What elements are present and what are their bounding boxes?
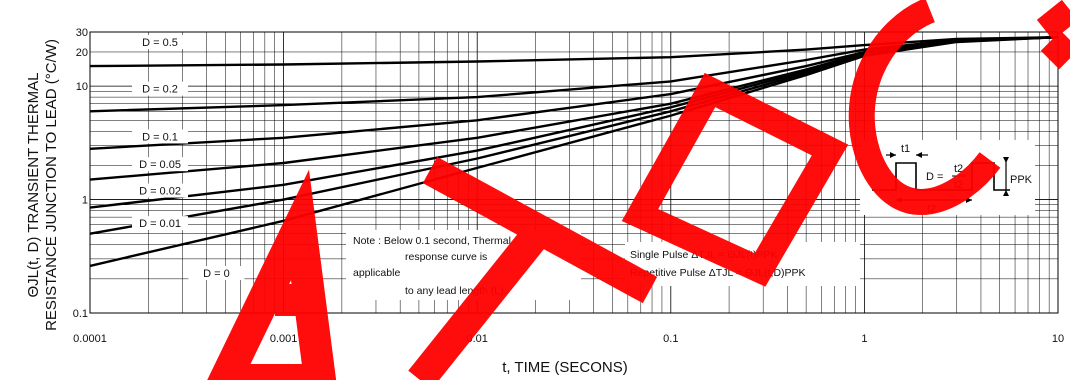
x-tick-label: 1 [861, 333, 867, 345]
x-axis-title: t, TIME (SECONS) [502, 359, 628, 376]
series-label-bg [132, 183, 189, 198]
watermark [207, 0, 1070, 380]
series-label: D = 0.1 [142, 131, 178, 143]
series-label-bg [132, 157, 189, 172]
x-tick-label: 0.1 [663, 333, 678, 345]
series-label: D = 0.5 [142, 37, 178, 49]
plot-frame [89, 31, 1059, 314]
y-tick-label: 20 [76, 47, 88, 59]
y-tick-label: 30 [76, 27, 88, 39]
note-line3: applicable [353, 267, 400, 279]
x-tick-label: 0.001 [270, 333, 298, 345]
note-line1: Note : Below 0.1 second, Thermal [353, 235, 511, 247]
y-axis-title-line2: RESISTANCE JUNCTION TO LEAD (°C/W) [43, 39, 60, 331]
series-label-bg [188, 266, 245, 281]
series-label: D = 0.2 [142, 84, 178, 96]
series-label: D = 0 [203, 268, 230, 280]
y-tick-label: 1 [82, 195, 88, 207]
waveform-num: t2 [954, 163, 963, 175]
x-tick-label: 0.0001 [73, 333, 107, 345]
note-line2: response curve is [405, 251, 487, 263]
series-label-bg [132, 216, 189, 231]
y-tick-label: 0.1 [73, 308, 88, 320]
series-label-bg [132, 81, 189, 96]
series-label: D = 0.02 [139, 186, 181, 198]
y-axis-title: ΘJL(t, D) TRANSIENT THERMAL RESISTANCE J… [25, 39, 60, 331]
series-label-bg [132, 129, 189, 144]
series-curve [89, 36, 1059, 68]
label-boxes: D = 0.5 D = 0.2 D = 0.1 D = 0.05 D = 0.02 D =… [132, 34, 245, 281]
x-tick-label: 10 [1052, 333, 1064, 345]
series-label-bg [132, 34, 189, 49]
y-tick-label: 10 [76, 81, 88, 93]
y-axis-title-line1: ΘJL(t, D) TRANSIENT THERMAL [25, 72, 42, 297]
series-curves [89, 36, 1059, 268]
series-label: D = 0.01 [139, 218, 181, 230]
series-label: D = 0.05 [139, 159, 181, 171]
series-curve [89, 36, 1059, 150]
series-curve [89, 36, 1059, 113]
waveform-t1: t1 [901, 143, 910, 155]
waveform-ppk: PPK [1010, 174, 1033, 186]
waveform-d-eq: D = [926, 171, 943, 183]
